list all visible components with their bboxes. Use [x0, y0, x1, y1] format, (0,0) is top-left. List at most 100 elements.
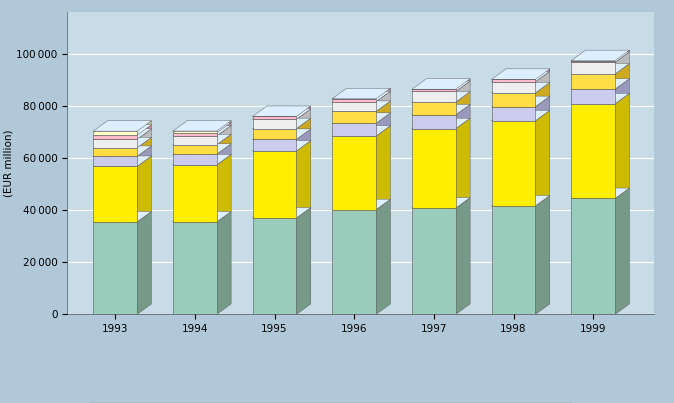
Polygon shape	[217, 120, 231, 133]
Bar	[93, 131, 137, 135]
Polygon shape	[456, 104, 470, 129]
Polygon shape	[137, 212, 152, 314]
Polygon shape	[332, 199, 390, 210]
Bar	[93, 222, 137, 314]
Polygon shape	[412, 118, 470, 129]
Polygon shape	[376, 91, 390, 111]
Bar	[173, 165, 217, 222]
Polygon shape	[535, 96, 550, 121]
Bar	[332, 102, 376, 111]
Polygon shape	[137, 125, 152, 139]
Polygon shape	[535, 82, 550, 106]
Polygon shape	[173, 125, 231, 136]
Polygon shape	[217, 123, 231, 136]
Polygon shape	[173, 123, 231, 133]
Polygon shape	[173, 120, 231, 131]
Bar	[253, 119, 297, 129]
Bar	[332, 111, 376, 123]
Polygon shape	[332, 101, 390, 111]
Polygon shape	[93, 129, 152, 139]
Bar	[412, 115, 456, 129]
Polygon shape	[93, 137, 152, 148]
Y-axis label: (EUR million): (EUR million)	[3, 129, 13, 197]
Polygon shape	[332, 126, 390, 136]
Bar	[93, 148, 137, 156]
Polygon shape	[412, 91, 470, 102]
Polygon shape	[535, 110, 550, 206]
Polygon shape	[253, 141, 311, 151]
Bar	[253, 218, 297, 314]
Polygon shape	[297, 141, 311, 218]
Polygon shape	[615, 52, 630, 74]
Polygon shape	[412, 197, 470, 208]
Bar	[572, 62, 615, 74]
Polygon shape	[253, 106, 311, 116]
Bar	[572, 198, 615, 314]
Polygon shape	[615, 50, 630, 62]
Bar	[93, 139, 137, 148]
Polygon shape	[137, 137, 152, 156]
Polygon shape	[137, 121, 152, 135]
Polygon shape	[217, 134, 231, 154]
Polygon shape	[572, 188, 630, 198]
Polygon shape	[297, 118, 311, 139]
Polygon shape	[217, 144, 231, 165]
Polygon shape	[93, 146, 152, 156]
Bar	[491, 79, 535, 82]
Polygon shape	[137, 129, 152, 148]
Bar	[572, 60, 615, 62]
Bar	[491, 82, 535, 93]
Bar	[253, 129, 297, 139]
Polygon shape	[491, 71, 550, 82]
Bar	[253, 116, 297, 119]
Polygon shape	[376, 101, 390, 123]
Bar	[412, 102, 456, 115]
Polygon shape	[217, 125, 231, 145]
Polygon shape	[491, 110, 550, 121]
Polygon shape	[412, 81, 470, 91]
Polygon shape	[332, 91, 390, 102]
Polygon shape	[412, 104, 470, 115]
Polygon shape	[572, 52, 630, 62]
Polygon shape	[93, 125, 152, 135]
Polygon shape	[572, 50, 630, 60]
Bar	[173, 133, 217, 136]
Bar	[93, 166, 137, 222]
Bar	[253, 139, 297, 151]
Bar	[332, 123, 376, 136]
Polygon shape	[535, 195, 550, 314]
Bar	[572, 74, 615, 89]
Polygon shape	[572, 64, 630, 74]
Bar	[412, 129, 456, 208]
Polygon shape	[253, 118, 311, 129]
Polygon shape	[491, 69, 550, 79]
Polygon shape	[535, 69, 550, 82]
Polygon shape	[456, 197, 470, 314]
Polygon shape	[535, 71, 550, 93]
Bar	[93, 156, 137, 166]
Polygon shape	[376, 88, 390, 102]
Bar	[572, 89, 615, 104]
Polygon shape	[253, 109, 311, 119]
Bar	[253, 151, 297, 218]
Polygon shape	[615, 188, 630, 314]
Polygon shape	[412, 79, 470, 89]
Polygon shape	[173, 144, 231, 154]
Polygon shape	[615, 79, 630, 104]
Polygon shape	[456, 81, 470, 102]
Polygon shape	[615, 93, 630, 198]
Bar	[412, 89, 456, 91]
Polygon shape	[173, 212, 231, 222]
Polygon shape	[217, 212, 231, 314]
Polygon shape	[376, 199, 390, 314]
Polygon shape	[572, 79, 630, 89]
Bar	[173, 136, 217, 145]
Polygon shape	[93, 156, 152, 166]
Bar	[491, 121, 535, 206]
Bar	[332, 99, 376, 102]
Polygon shape	[332, 88, 390, 99]
Polygon shape	[376, 126, 390, 210]
Bar	[412, 208, 456, 314]
Polygon shape	[376, 113, 390, 136]
Polygon shape	[253, 129, 311, 139]
